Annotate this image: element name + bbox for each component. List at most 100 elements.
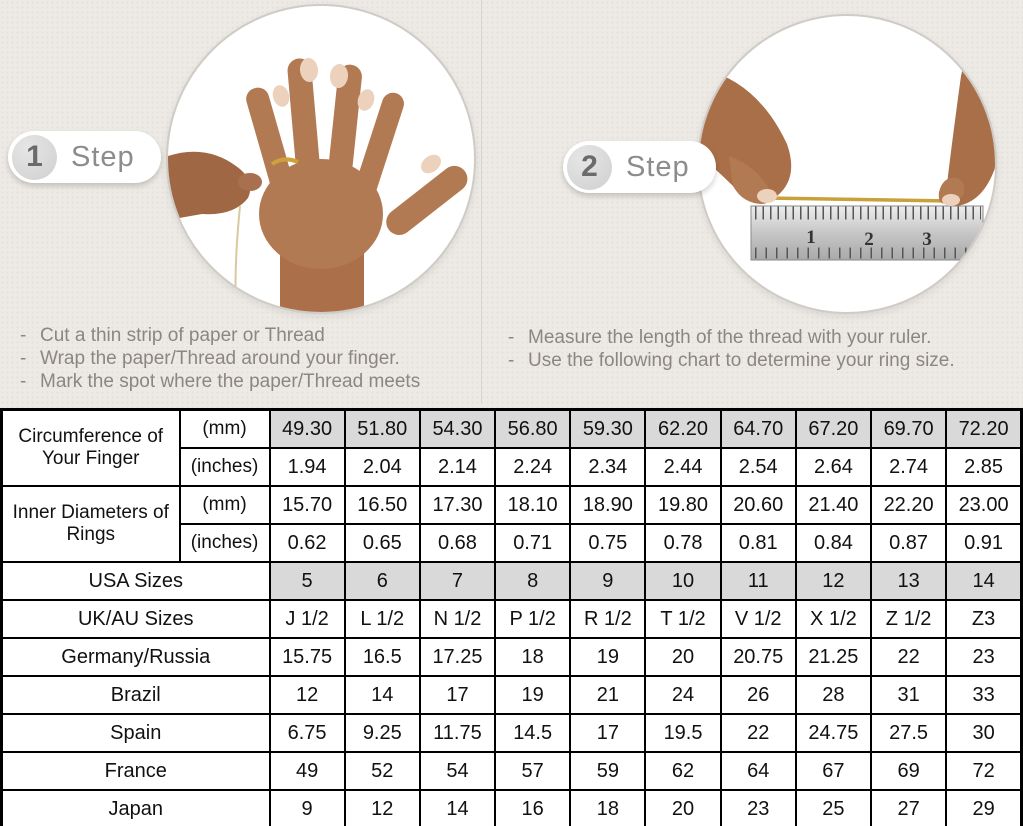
table-cell: 0.68: [418, 523, 497, 563]
gold-ring: [270, 157, 299, 166]
table-cell: Z 1/2: [869, 599, 948, 639]
table-cell: 9.25: [343, 713, 421, 753]
table-cell: 30: [945, 713, 1023, 753]
table-cell: 69.70: [869, 408, 948, 449]
ring-size-table: Circumference of Your Finger (mm) 49.30 51.…: [0, 408, 1023, 826]
table-cell: 14: [343, 675, 421, 715]
table-row: Circumference of Your Finger (mm) 49.30 51.…: [0, 408, 1023, 487]
table-cell: 29: [945, 789, 1023, 826]
table-cell: 2.24: [494, 447, 572, 487]
table-cell: 59.30: [569, 408, 647, 449]
row-unit: (inches): [178, 523, 271, 563]
table-cell: 0.84: [794, 523, 873, 563]
table-cell: 72.20: [945, 408, 1023, 449]
table-cell: X 1/2: [794, 599, 873, 639]
table-cell: 51.80: [343, 408, 421, 449]
table-cell: 0.62: [268, 523, 346, 563]
table-row: Brazil 12 14 17 19 21 24 26 28 31 33: [0, 675, 1023, 715]
table-cell: 59: [569, 751, 647, 791]
table-cell: 16.50: [343, 485, 421, 525]
instruction-line: - Mark the spot where the paper/Thread me…: [20, 371, 421, 392]
table-cell: 52: [343, 751, 421, 791]
step1-label: Step: [71, 140, 135, 173]
table-row: UK/AU Sizes J 1/2 L 1/2 N 1/2 P 1/2 R 1/2 T 1/…: [0, 599, 1023, 639]
step1-number: 1: [12, 134, 57, 180]
step2-badge: 2 Step: [563, 141, 716, 193]
table-cell: 57: [494, 751, 572, 791]
table-cell: 64: [719, 751, 797, 791]
table-cell: 22: [869, 637, 948, 677]
table-row: France 49 52 54 57 59 62 64 67 69 72: [0, 751, 1023, 791]
table-cell: 18.10: [494, 485, 572, 525]
table-cell: 11.75: [418, 713, 497, 753]
table-cell: 24: [644, 675, 722, 715]
table-cell: 31: [869, 675, 948, 715]
size-table-body: Circumference of Your Finger (mm) 49.30 51.…: [0, 408, 1023, 826]
table-cell: 17.25: [418, 637, 497, 677]
table-cell: 17: [418, 675, 497, 715]
table-cell: 2.64: [794, 447, 873, 487]
table-cell: 69: [869, 751, 948, 791]
table-cell: 1.94: [268, 447, 346, 487]
row-label: France: [0, 751, 271, 791]
row-label: Spain: [0, 713, 271, 753]
ruler-number-1: 1: [806, 227, 816, 248]
table-cell: 15.70: [268, 485, 346, 525]
table-cell: 2.14: [418, 447, 497, 487]
row-label: UK/AU Sizes: [0, 599, 271, 639]
table-cell: 27: [869, 789, 948, 826]
thread: [234, 205, 241, 312]
row-label: USA Sizes: [0, 561, 271, 601]
row-unit: (mm): [178, 408, 271, 449]
table-cell: 18: [569, 789, 647, 826]
table-cell: 23: [719, 789, 797, 826]
table-cell: 21.25: [794, 637, 873, 677]
table-cell: 11: [719, 561, 797, 601]
table-cell: 21: [569, 675, 647, 715]
row-label: Japan: [0, 789, 271, 826]
table-cell: 10: [644, 561, 722, 601]
table-cell: 67.20: [794, 408, 873, 449]
table-row: Spain 6.75 9.25 11.75 14.5 17 19.5 22 24.75 27.5 3…: [0, 713, 1023, 753]
table-cell: 19: [494, 675, 572, 715]
table-cell: 0.78: [644, 523, 722, 563]
table-cell: 67: [794, 751, 873, 791]
instruction-line: - Cut a thin strip of paper or Thread: [20, 325, 325, 346]
instruction-line: - Wrap the paper/Thread around your finge…: [20, 348, 400, 369]
table-cell: 6: [343, 561, 421, 601]
row-label: Brazil: [0, 675, 271, 715]
table-cell: 17: [569, 713, 647, 753]
table-cell: 19: [569, 637, 647, 677]
table-cell: 23: [945, 637, 1023, 677]
table-cell: 14.5: [494, 713, 572, 753]
table-cell: 26: [719, 675, 797, 715]
table-cell: 2.04: [343, 447, 421, 487]
table-cell: 20: [644, 637, 722, 677]
table-cell: J 1/2: [268, 599, 346, 639]
table-cell: 0.81: [719, 523, 797, 563]
table-cell: 49.30: [268, 408, 346, 449]
measuring-with-ruler-illustration: 1 2 3: [699, 16, 995, 261]
table-cell: 33: [945, 675, 1023, 715]
table-cell: 21.40: [794, 485, 873, 525]
table-cell: 0.71: [494, 523, 572, 563]
table-cell: Z3: [945, 599, 1023, 639]
table-cell: 14: [418, 789, 497, 826]
table-cell: 22: [719, 713, 797, 753]
hand-with-ring-illustration: [168, 58, 468, 312]
row-label: Inner Diameters of Rings: [0, 485, 181, 563]
table-cell: 6.75: [268, 713, 346, 753]
table-cell: 12: [268, 675, 346, 715]
step2-number: 2: [567, 144, 612, 190]
table-cell: 16.5: [343, 637, 421, 677]
table-cell: 16: [494, 789, 572, 826]
table-cell: 2.74: [869, 447, 948, 487]
table-cell: 20.75: [719, 637, 797, 677]
table-cell: 5: [268, 561, 346, 601]
table-cell: V 1/2: [719, 599, 797, 639]
table-cell: 18.90: [569, 485, 647, 525]
step1-photo: [166, 4, 476, 314]
ruler-number-3: 3: [922, 229, 932, 250]
table-cell: 27.5: [869, 713, 948, 753]
step1-badge: 1 Step: [8, 131, 161, 183]
